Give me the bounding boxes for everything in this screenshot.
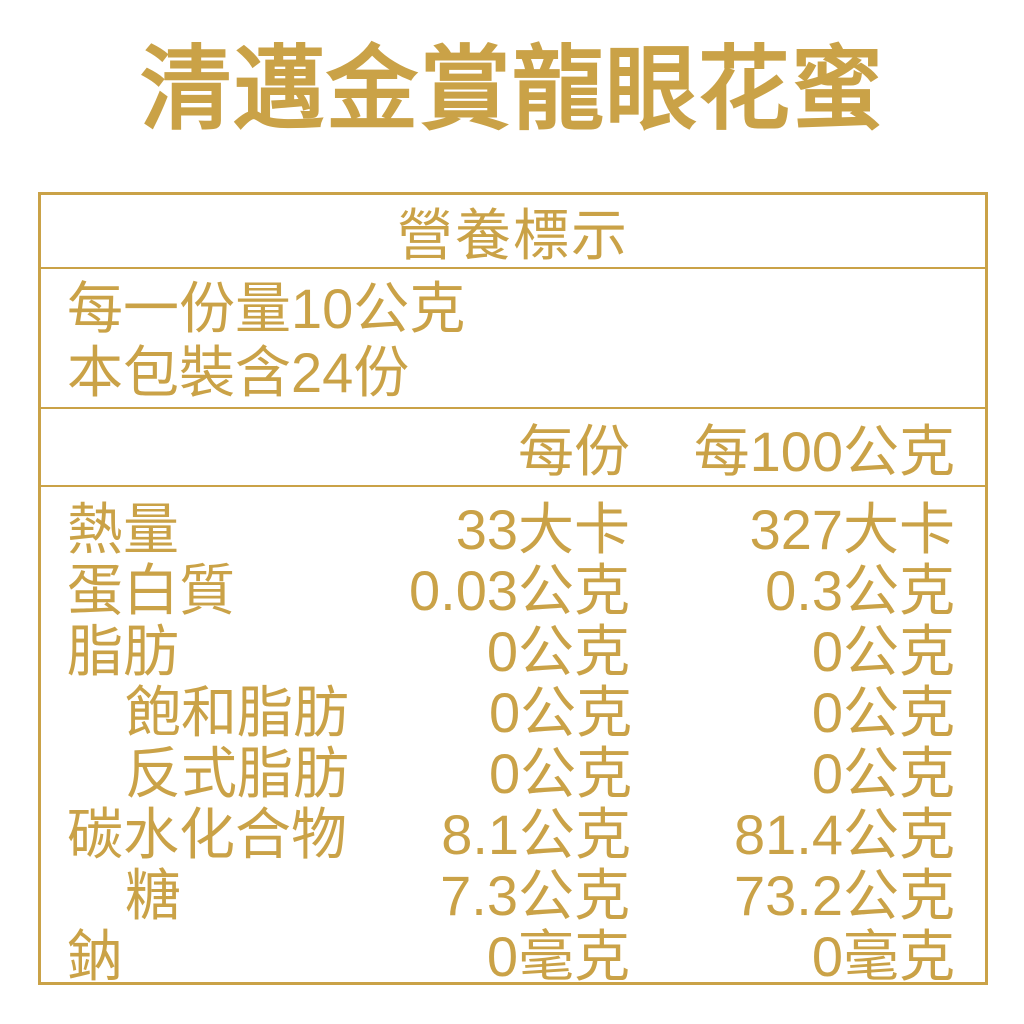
row-value-per-serving: 0毫克 bbox=[486, 925, 630, 988]
row-value-per-serving: 8.1公克 bbox=[441, 803, 632, 866]
row-label: 脂肪 bbox=[67, 620, 179, 683]
row-value-per-serving: 33大卡 bbox=[455, 498, 630, 561]
row-value-per-100g: 73.2公克 bbox=[734, 864, 955, 927]
servings-per-package-text: 本包裝含24份 bbox=[67, 341, 410, 404]
nutrition-row-fat: 脂肪 0公克 0公克 bbox=[67, 617, 955, 683]
row-value-per-100g: 0公克 bbox=[811, 620, 955, 683]
row-label: 蛋白質 bbox=[67, 559, 235, 622]
row-label: 反式脂肪 bbox=[125, 742, 349, 805]
row-value-per-serving: 0公克 bbox=[486, 620, 630, 683]
row-value-per-serving: 0公克 bbox=[488, 742, 633, 805]
row-value-per-100g: 0.3公克 bbox=[765, 559, 955, 622]
row-label: 飽和脂肪 bbox=[125, 681, 349, 744]
serving-info-section: 每一份量10公克 本包裝含24份 bbox=[41, 269, 985, 409]
row-value-per-100g: 0毫克 bbox=[811, 925, 955, 988]
nutrition-row-carbohydrate: 碳水化合物 8.1公克 81.4公克 bbox=[67, 800, 955, 866]
row-value-per-serving: 0.03公克 bbox=[409, 559, 630, 622]
row-label: 糖 bbox=[125, 864, 181, 927]
row-value-per-serving: 0公克 bbox=[488, 681, 633, 744]
nutrition-table-title: 營養標示 bbox=[41, 195, 985, 269]
nutrition-row-sugar: 糖 7.3公克 73.2公克 bbox=[67, 861, 955, 927]
row-value-per-100g: 0公克 bbox=[811, 742, 955, 805]
row-label: 鈉 bbox=[67, 925, 123, 988]
nutrition-row-saturated-fat: 飽和脂肪 0公克 0公克 bbox=[67, 678, 955, 744]
product-title: 清邁金賞龍眼花蜜 bbox=[139, 39, 884, 141]
nutrition-rows-section: 熱量 33大卡 327大卡 蛋白質 0.03公克 0.3公克 脂肪 0公克 0公… bbox=[41, 487, 985, 988]
nutrition-row-trans-fat: 反式脂肪 0公克 0公克 bbox=[67, 739, 955, 805]
row-value-per-serving: 7.3公克 bbox=[440, 864, 630, 927]
row-value-per-100g: 81.4公克 bbox=[734, 803, 955, 866]
nutrition-row-protein: 蛋白質 0.03公克 0.3公克 bbox=[67, 556, 955, 622]
nutrition-facts-table: 營養標示 每一份量10公克 本包裝含24份 每份 每100公克 熱量 33大卡 … bbox=[38, 192, 988, 988]
row-label: 碳水化合物 bbox=[67, 803, 347, 866]
column-header-row: 每份 每100公克 bbox=[41, 409, 985, 487]
serving-size-text: 每一份量10公克 bbox=[67, 277, 466, 340]
row-label: 熱量 bbox=[67, 498, 179, 561]
column-header-per-serving: 每份 bbox=[518, 419, 630, 483]
nutrition-row-sodium: 鈉 0毫克 0毫克 bbox=[67, 922, 955, 988]
row-value-per-100g: 0公克 bbox=[811, 681, 955, 744]
nutrition-row-calories: 熱量 33大卡 327大卡 bbox=[67, 495, 955, 561]
row-value-per-100g: 327大卡 bbox=[749, 498, 955, 561]
column-header-per-100g: 每100公克 bbox=[693, 419, 955, 483]
